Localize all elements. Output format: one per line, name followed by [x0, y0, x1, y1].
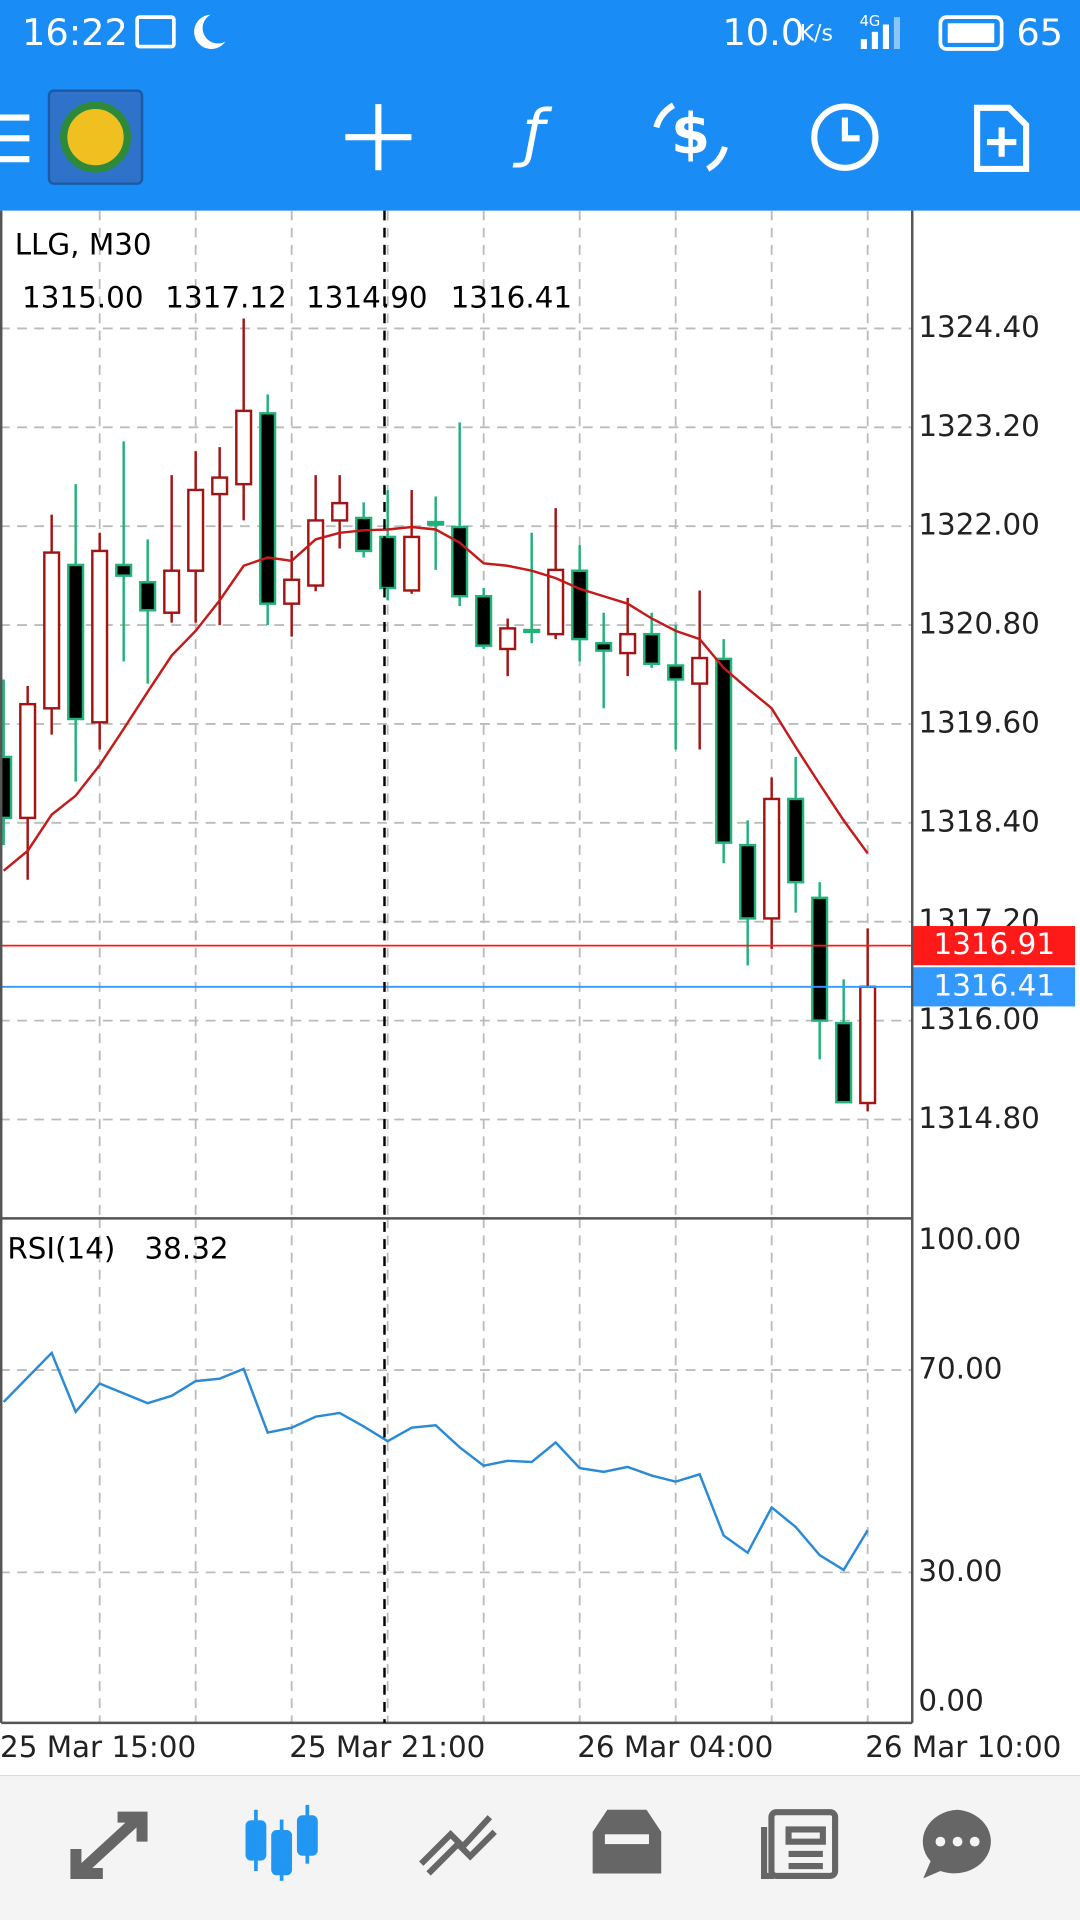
y-tick-label: 1314.80: [918, 1101, 1039, 1135]
candle-body: [523, 628, 541, 634]
candle-body: [91, 549, 109, 724]
clock: 16:22: [22, 11, 128, 54]
rsi-title: RSI(14): [7, 1232, 115, 1266]
candle-body: [163, 569, 181, 614]
trade-button[interactable]: $: [653, 102, 728, 172]
menu-button[interactable]: [0, 114, 30, 163]
price-tag: [913, 967, 1076, 1007]
candle-body: [427, 520, 445, 526]
price-tag-label: 1316.41: [934, 968, 1055, 1002]
candle-body: [403, 535, 421, 592]
net-speed-unit: K/s: [800, 21, 833, 46]
candle-body: [691, 656, 709, 685]
ohlc-high: 1317.12: [165, 280, 286, 314]
y-tick-label: 1319.60: [918, 705, 1039, 739]
price-panel: [1, 210, 913, 1219]
candle-body: [235, 409, 253, 486]
trade-tab[interactable]: [419, 1815, 497, 1876]
price-tag: [913, 926, 1076, 966]
candle-body: [1, 755, 13, 820]
candle-body: [547, 568, 565, 636]
chart-title: LLG, M30: [15, 228, 152, 262]
candle-body: [763, 797, 781, 920]
candle-body: [187, 488, 205, 572]
status-icons: [135, 14, 1004, 51]
y-tick-label: 1318.40: [918, 804, 1039, 838]
y-tick-label: 0.00: [918, 1684, 983, 1718]
candle-body: [211, 476, 229, 496]
network-type: 4G: [860, 13, 881, 30]
y-tick-label: 1316.00: [918, 1002, 1039, 1036]
candle-body: [715, 657, 733, 844]
svg-text:$: $: [671, 102, 710, 167]
moving-average: [2, 525, 869, 872]
candle-body: [595, 641, 613, 652]
candle-body: [811, 896, 829, 1022]
ohlc-close: 1316.41: [451, 280, 572, 314]
news-tab[interactable]: [761, 1809, 839, 1879]
candle-body: [355, 516, 373, 553]
bottom-nav: [0, 1775, 1080, 1920]
candle-body: [115, 563, 133, 577]
y-tick-label: 1323.20: [918, 409, 1039, 443]
x-tick-label: 26 Mar 10:00: [865, 1730, 1061, 1764]
rsi-panel: [1, 1218, 913, 1723]
history-tab[interactable]: [592, 1809, 662, 1874]
candle-body: [787, 797, 805, 884]
candle-body: [259, 412, 277, 605]
x-tick-label: 25 Mar 15:00: [0, 1730, 196, 1764]
candle-body: [307, 519, 325, 587]
crosshair-button[interactable]: [345, 104, 412, 171]
rsi-line: [2, 1350, 869, 1572]
candle-body: [619, 632, 637, 655]
candle-body: [835, 1021, 853, 1104]
y-tick-label: 100.00: [918, 1222, 1021, 1256]
candle-body: [667, 664, 685, 681]
nav-icons: [70, 1804, 991, 1881]
chat-tab[interactable]: [922, 1809, 991, 1879]
candle-body: [67, 563, 85, 721]
candle-body: [499, 627, 517, 651]
candle-body: [643, 632, 661, 666]
x-tick-label: 26 Mar 04:00: [577, 1730, 773, 1764]
chart-tab[interactable]: [245, 1804, 318, 1881]
y-tick-label: 1320.80: [918, 607, 1039, 641]
candle-body: [19, 702, 37, 820]
price-tag-label: 1316.91: [934, 927, 1055, 961]
candle-body: [283, 578, 301, 605]
y-tick-label: 70.00: [918, 1352, 1002, 1386]
candle-body: [571, 569, 589, 641]
x-tick-label: 25 Mar 21:00: [289, 1730, 485, 1764]
candle-body: [859, 985, 877, 1105]
net-speed: 10.0: [722, 11, 804, 54]
y-tick-label: 1322.00: [918, 508, 1039, 542]
candle-body: [139, 581, 157, 612]
quotes-tab[interactable]: [70, 1811, 148, 1879]
timeframe-button[interactable]: [811, 103, 879, 171]
rsi-current: 38.32: [144, 1232, 228, 1266]
candle-body: [43, 551, 61, 710]
axes: 1314.801316.001317.201318.401319.601320.…: [0, 310, 1076, 1764]
y-tick-label: 1324.40: [918, 310, 1039, 344]
candle-body: [379, 535, 397, 590]
battery-level: 65: [1016, 11, 1063, 54]
candle-body: [739, 843, 757, 920]
candle-body: [331, 501, 349, 522]
new-order-button[interactable]: [974, 104, 1030, 173]
signal: [860, 17, 900, 49]
ohlc-low: 1314.90: [306, 280, 427, 314]
y-tick-label: 30.00: [918, 1554, 1002, 1588]
candle-body: [475, 595, 493, 647]
ohlc-open: 1315.00: [22, 280, 143, 314]
candle-body: [451, 525, 469, 598]
